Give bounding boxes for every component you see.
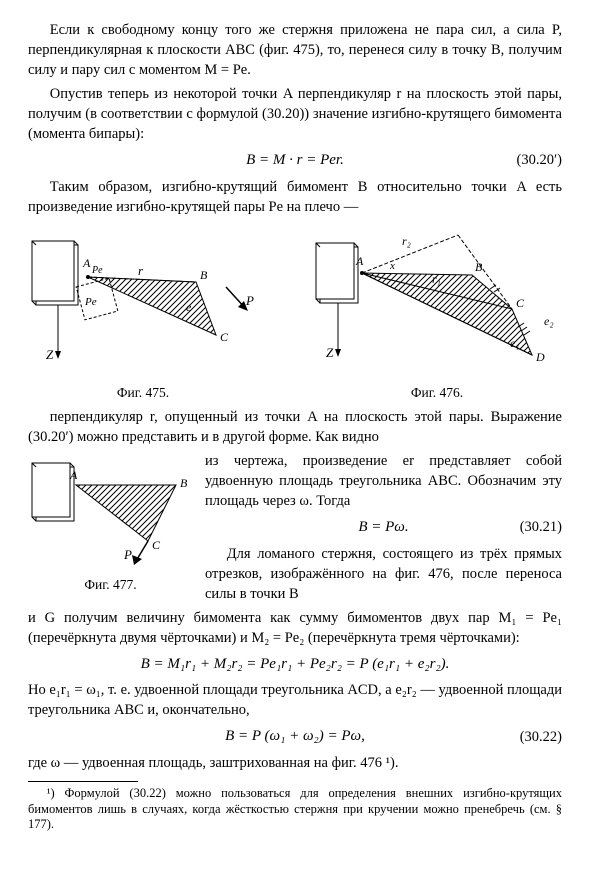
equation-number: (30.20′) (517, 150, 562, 170)
label-C-476: C (516, 296, 525, 310)
paragraph-7: где ω — удвоенная площадь, заштрихованна… (28, 753, 562, 773)
label-C-477: C (152, 538, 161, 552)
label-r2-476: r₂ (402, 234, 411, 248)
figure-row-1: Z A Pe Pe r B C e P Фиг. 475. (28, 227, 562, 403)
label-A: A (82, 256, 91, 270)
equation-formula-2: B = Pω. (358, 517, 408, 538)
paragraph-4: перпендикуляр r, опущенный из точки A на… (28, 407, 562, 447)
figure-476: Z A B C D r₂ r₁ x e₂ e₁ Фиг. (312, 227, 562, 403)
label-Z: Z (46, 347, 54, 362)
label-C: C (220, 330, 229, 344)
label-D-476: D (535, 350, 545, 364)
label-r1-476: r₁ (432, 272, 441, 286)
label-A-477: A (69, 468, 78, 482)
label-A-476: A (355, 254, 364, 268)
label-Pe: Pe (84, 296, 97, 308)
figure-477-caption: Фиг. 477. (28, 576, 193, 595)
paragraph-6: Но e₁r₁ = ω₁, т. е. удвоенной площади тр… (28, 680, 562, 720)
label-e: e (186, 300, 192, 314)
equation-formula-3: B = M₁r₁ + M₂r₂ = Pe₁r₁ + Pe₂r₂ = P (e₁r… (141, 654, 450, 675)
figure-476-caption: Фиг. 476. (312, 384, 562, 403)
figure-477-svg: A B C P (28, 453, 193, 568)
label-P-477: P (123, 547, 132, 562)
equation-30-20-prime: B = M · r = Per. (30.20′) (28, 150, 562, 171)
label-e2-476: e₂ (544, 314, 554, 328)
paragraph-3: Таким образом, изгибно-крутящий бимомент… (28, 177, 562, 217)
paragraph-5b: и G получим величину бимомента как сумму… (28, 608, 562, 648)
equation-number-2: (30.21) (520, 517, 562, 537)
label-r: r (138, 263, 144, 278)
label-B-477: B (180, 476, 188, 490)
label-B: B (200, 268, 208, 282)
figure-475-svg: Z A Pe Pe r B C e P (28, 227, 258, 377)
equation-bimoment-sum: B = M₁r₁ + M₂r₂ = Pe₁r₁ + Pe₂r₂ = P (e₁r… (28, 654, 562, 675)
label-Z-476: Z (326, 345, 334, 360)
figure-476-svg: Z A B C D r₂ r₁ x e₂ e₁ (312, 227, 562, 377)
equation-number-4: (30.22) (520, 727, 562, 747)
label-e1-476: e₁ (510, 336, 520, 350)
equation-30-21: B = Pω. (30.21) (205, 517, 562, 538)
equation-30-22: B = P (ω₁ + ω₂) = Pω, (30.22) (28, 726, 562, 747)
paragraph-1: Если к свободному концу того же стержня … (28, 20, 562, 80)
equation-formula: B = M · r = Per. (246, 150, 344, 171)
figure-475: Z A Pe Pe r B C e P Фиг. 475. (28, 227, 258, 403)
equation-formula-4: B = P (ω₁ + ω₂) = Pω, (225, 726, 365, 747)
figure-475-caption: Фиг. 475. (28, 384, 258, 403)
label-Pe2: Pe (91, 265, 103, 276)
figure-477: A B C P Фиг. 477. (28, 453, 193, 594)
footnote-1: ¹) Формулой (30.22) можно пользоваться д… (28, 786, 562, 833)
footnote-separator (28, 781, 138, 782)
paragraph-2: Опустив теперь из некоторой точки A перп… (28, 84, 562, 144)
label-P: P (245, 293, 254, 308)
label-x-476: x (389, 260, 395, 272)
